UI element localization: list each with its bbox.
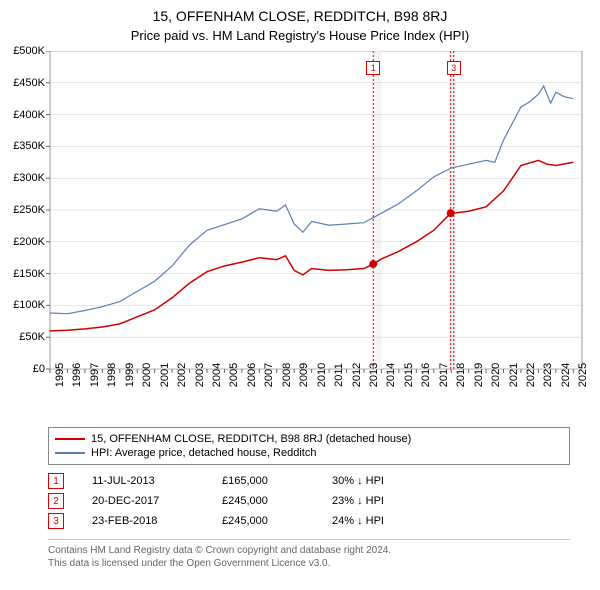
x-tick-label: 2008 — [281, 363, 293, 387]
legend-box: 15, OFFENHAM CLOSE, REDDITCH, B98 8RJ (d… — [48, 427, 570, 465]
footnote-line-1: Contains HM Land Registry data © Crown c… — [48, 544, 570, 557]
sale-badge: 2 — [48, 493, 64, 509]
sale-date: 23-FEB-2018 — [92, 515, 222, 527]
x-tick-label: 2023 — [542, 363, 554, 387]
page-container: 15, OFFENHAM CLOSE, REDDITCH, B98 8RJ Pr… — [0, 0, 600, 570]
sale-row: 3 23-FEB-2018£245,00024% ↓ HPI — [48, 511, 570, 531]
x-tick-label: 2017 — [438, 363, 450, 387]
legend-swatch — [55, 452, 85, 454]
x-tick-label: 1996 — [71, 363, 83, 387]
y-tick-label: £100K — [0, 299, 45, 311]
x-tick-label: 1999 — [124, 363, 136, 387]
sales-table: 1 11-JUL-2013£165,00030% ↓ HPI 2 20-DEC-201… — [48, 471, 570, 531]
x-tick-label: 2022 — [525, 363, 537, 387]
x-tick-label: 2011 — [333, 363, 345, 387]
sale-price: £245,000 — [222, 515, 332, 527]
sale-date: 20-DEC-2017 — [92, 495, 222, 507]
y-tick-label: £150K — [0, 268, 45, 280]
legend-row: 15, OFFENHAM CLOSE, REDDITCH, B98 8RJ (d… — [55, 432, 563, 446]
chart-area: £0 £50K £100K £150K £200K £250K £300K £350K £400… — [0, 51, 600, 421]
sale-price: £165,000 — [222, 475, 332, 487]
x-tick-label: 2006 — [246, 363, 258, 387]
x-tick-label: 2007 — [263, 363, 275, 387]
x-tick-label: 2019 — [473, 363, 485, 387]
x-tick-label: 2021 — [508, 363, 520, 387]
y-tick-label: £350K — [0, 140, 45, 152]
sale-row: 2 20-DEC-2017£245,00023% ↓ HPI — [48, 491, 570, 511]
x-tick-label: 2013 — [368, 363, 380, 387]
y-tick-label: £250K — [0, 204, 45, 216]
chart-marker-badge: 1 — [366, 61, 380, 75]
sale-diff: 24% ↓ HPI — [332, 515, 384, 527]
x-tick-label: 2010 — [316, 363, 328, 387]
legend-row: HPI: Average price, detached house, Redd… — [55, 446, 563, 460]
y-tick-label: £200K — [0, 236, 45, 248]
x-tick-label: 2014 — [385, 363, 397, 387]
sale-price: £245,000 — [222, 495, 332, 507]
y-tick-label: £50K — [0, 331, 45, 343]
footnote-line-2: This data is licensed under the Open Gov… — [48, 557, 570, 570]
x-tick-label: 1997 — [89, 363, 101, 387]
x-tick-label: 2009 — [298, 363, 310, 387]
x-tick-label: 2005 — [228, 363, 240, 387]
x-tick-label: 2020 — [490, 363, 502, 387]
sale-row: 1 11-JUL-2013£165,00030% ↓ HPI — [48, 471, 570, 491]
x-tick-label: 1995 — [54, 363, 66, 387]
x-tick-label: 2025 — [577, 363, 589, 387]
x-tick-label: 1998 — [106, 363, 118, 387]
x-tick-label: 2002 — [176, 363, 188, 387]
page-title: 15, OFFENHAM CLOSE, REDDITCH, B98 8RJ — [0, 0, 600, 24]
x-tick-label: 2004 — [211, 363, 223, 387]
y-tick-label: £450K — [0, 77, 45, 89]
x-tick-label: 2001 — [159, 363, 171, 387]
legend-label: HPI: Average price, detached house, Redd… — [91, 447, 316, 459]
chart-marker-badge: 3 — [447, 61, 461, 75]
y-tick-label: £300K — [0, 172, 45, 184]
page-subtitle: Price paid vs. HM Land Registry's House … — [0, 24, 600, 51]
x-tick-label: 2012 — [351, 363, 363, 387]
y-tick-label: £400K — [0, 109, 45, 121]
x-tick-label: 2024 — [560, 363, 572, 387]
y-tick-label: £500K — [0, 45, 45, 57]
x-tick-label: 2016 — [420, 363, 432, 387]
x-tick-label: 2000 — [141, 363, 153, 387]
legend-swatch — [55, 438, 85, 440]
y-tick-label: £0 — [0, 363, 45, 375]
sale-diff: 23% ↓ HPI — [332, 495, 384, 507]
sale-date: 11-JUL-2013 — [92, 475, 222, 487]
sale-badge: 3 — [48, 513, 64, 529]
x-tick-label: 2018 — [455, 363, 467, 387]
sale-diff: 30% ↓ HPI — [332, 475, 384, 487]
footnote: Contains HM Land Registry data © Crown c… — [48, 539, 570, 570]
x-tick-label: 2003 — [194, 363, 206, 387]
x-tick-label: 2015 — [403, 363, 415, 387]
sale-badge: 1 — [48, 473, 64, 489]
legend-label: 15, OFFENHAM CLOSE, REDDITCH, B98 8RJ (d… — [91, 433, 411, 445]
